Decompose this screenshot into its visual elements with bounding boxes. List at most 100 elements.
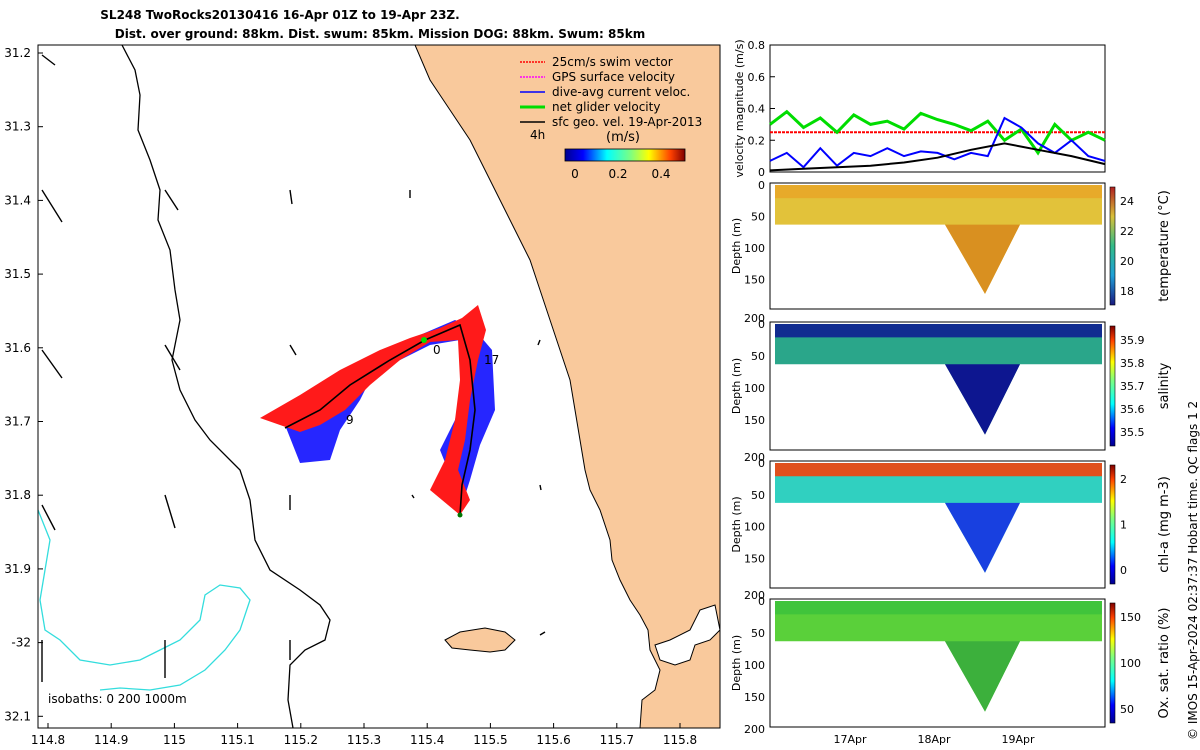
sfc-geo-velocity-arrows (41, 54, 546, 682)
geo-arrow (411, 494, 415, 499)
map-x-tick-label: 115.5 (473, 733, 507, 747)
velocity-y-tick-label: 0.6 (748, 71, 766, 84)
section-y-tick-label: 150 (744, 552, 765, 565)
section-colorbar (1109, 186, 1116, 306)
section-y-tick-label: 50 (751, 489, 765, 502)
map-y-tick-label: 31.8 (4, 488, 31, 502)
section-y-tick-label: 50 (751, 350, 765, 363)
section-y-tick-label: 150 (744, 414, 765, 427)
section-y-tick-label: 100 (744, 382, 765, 395)
map-x-tick-label: 114.9 (94, 733, 128, 747)
section-colorbar-tick-label: 18 (1120, 285, 1134, 298)
section-colorbar-tick-label: 22 (1120, 225, 1134, 238)
geo-arrow (164, 189, 179, 211)
section-deep-dive (945, 364, 1020, 435)
map-y-tick-label: 31.3 (4, 120, 31, 134)
day-label: 0 (433, 343, 441, 357)
geo-arrow (289, 189, 293, 205)
geo-arrow (41, 189, 63, 223)
section-colorbar (1109, 464, 1116, 585)
map-y-tick-label: 32.1 (4, 709, 31, 723)
map-frame (37, 44, 721, 729)
section-deep-dive (945, 502, 1020, 573)
section-data-fill (775, 463, 1102, 573)
section-y-tick-label: 0 (758, 318, 765, 331)
velocity-series-line (769, 116, 1106, 169)
geo-arrow (41, 54, 56, 66)
time-x-tick-label: 18Apr (917, 733, 951, 746)
section-y-tick-label: 50 (751, 211, 765, 224)
imos-credit: © IMOS 15-Apr-2024 02:37:37 Hobart time.… (1186, 400, 1200, 740)
section-colorbar-tick-label: 1 (1120, 519, 1127, 532)
section-y-tick-label: 0 (758, 179, 765, 192)
section-colorbar-tick-label: 35.7 (1120, 380, 1145, 393)
geo-arrow (41, 504, 56, 531)
section-colorbar-tick-label: 100 (1120, 657, 1141, 670)
map-y-tick-label: 31.6 (4, 341, 31, 355)
glider-track (284, 323, 476, 516)
section-colorbar-tick-label: 50 (1120, 703, 1134, 716)
velocity-y-tick-label: 0.8 (748, 39, 766, 52)
section-surface-layer (775, 185, 1102, 199)
figure-title: SL248 TwoRocks20130416 16-Apr 01Z to 19-… (100, 8, 460, 22)
section-y-tick-label: 150 (744, 274, 765, 287)
section-colorbar-tick-label: 35.5 (1120, 426, 1145, 439)
section-y-tick-label: 0 (758, 457, 765, 470)
velocity-y-tick-label: 0.4 (748, 103, 766, 116)
section-colorbar-label: salinity (1157, 362, 1172, 409)
map-y-axis: 31.2 31.3 31.4 31.5 31.6 31.7 31.8 31.9 -32 32.1 (4, 46, 43, 723)
section-y-tick-label: 100 (744, 242, 765, 255)
section-deep-dive (945, 224, 1020, 294)
section-y-tick-label: 50 (751, 627, 765, 640)
section-data-fill (775, 324, 1102, 435)
section-colorbar-label: Ox. sat. ratio (%) (1157, 608, 1172, 719)
section-y-label: Depth (m) (730, 358, 743, 414)
velocity-y-tick-label: 0.2 (748, 134, 766, 147)
geo-arrow (41, 349, 63, 379)
section-colorbar-label: chl-a (mg m-3) (1157, 476, 1172, 573)
colorbar-tick-label: 0.4 (651, 167, 670, 181)
speed-colorbar (564, 148, 686, 162)
isobath-200m (37, 509, 251, 691)
section-surface-layer (775, 601, 1102, 615)
section-y-tick-label: 100 (744, 521, 765, 534)
map-y-tick-label: -32 (11, 636, 31, 650)
colorbar-unit: (m/s) (606, 130, 640, 145)
section-colorbar-tick-label: 35.6 (1120, 403, 1145, 416)
velocity-y-label: velocity magnitude (m/s) (733, 39, 746, 177)
geo-arrow (289, 344, 297, 356)
section-colorbar-tick-label: 2 (1120, 473, 1127, 486)
map-y-tick-label: 31.2 (4, 46, 31, 60)
map-y-tick-label: 31.5 (4, 267, 31, 281)
velocity-series-line (769, 142, 1106, 172)
section-y-label: Depth (m) (730, 635, 743, 691)
map-x-tick-label: 115.6 (536, 733, 570, 747)
section-colorbar (1109, 325, 1116, 447)
section-data-fill (775, 185, 1102, 294)
map-x-axis: 114.8 114.9 115 115.1 115.2 115.3 115.4 115.5 11… (31, 723, 697, 747)
geo-arrow (539, 484, 542, 491)
land-mass (414, 44, 721, 729)
section-surface-layer (775, 324, 1102, 338)
section-y-tick-label: 200 (744, 312, 765, 325)
section-data-fill (775, 601, 1102, 712)
figure-subtitle: Dist. over ground: 88km. Dist. swum: 85k… (114, 27, 646, 41)
day-label: 17 (484, 353, 499, 367)
map-x-tick-label: 114.8 (31, 733, 65, 747)
section-colorbar-tick-label: 24 (1120, 195, 1134, 208)
section-colorbar (1109, 602, 1116, 724)
isobath-1000m (121, 44, 331, 729)
map-x-tick-label: 115.8 (663, 733, 697, 747)
section-y-tick-label: 200 (744, 589, 765, 602)
velocity-series-line (769, 109, 1106, 156)
section-surface-layer (775, 463, 1102, 477)
speed-colorbar-ticks: 0 0.2 0.4 (571, 167, 670, 181)
legend-label: 25cm/s swim vector (552, 55, 673, 69)
section-y-tick-label: 0 (758, 595, 765, 608)
geo-arrow (537, 339, 541, 346)
map-x-tick-label: 115.3 (347, 733, 381, 747)
map-y-tick-label: 31.4 (4, 193, 31, 207)
map-x-tick-label: 115.4 (410, 733, 444, 747)
